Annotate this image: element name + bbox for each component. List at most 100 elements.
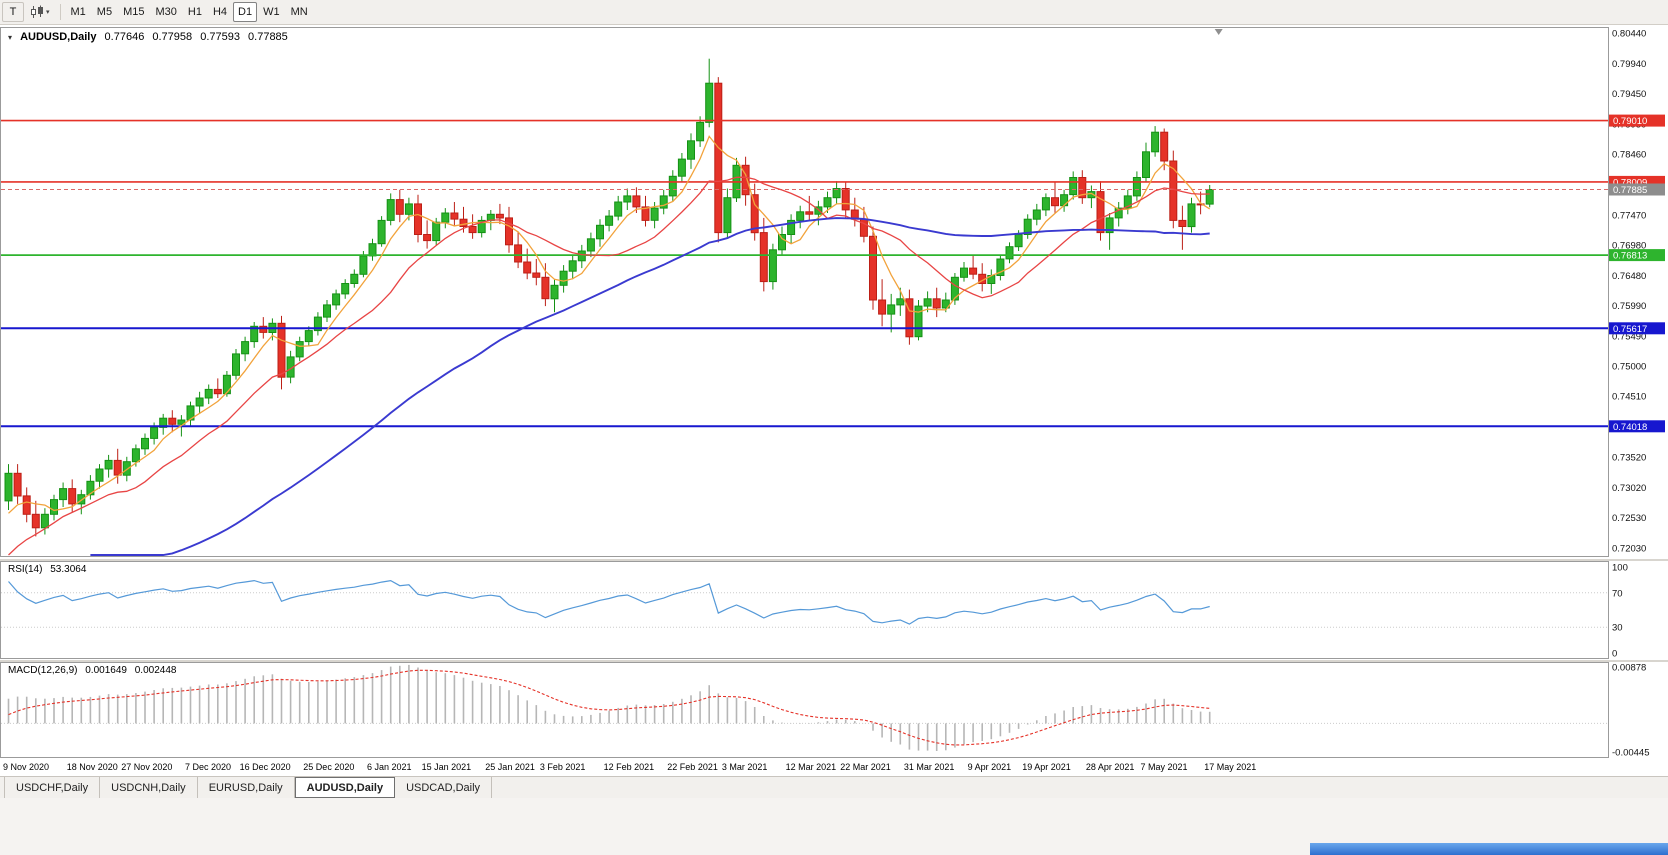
chart-tabs-bar: USDCHF,Daily USDCNH,Daily EURUSD,Daily AUDU… bbox=[0, 776, 1668, 798]
date-label: 9 Apr 2021 bbox=[967, 762, 1012, 772]
macd-plot-border bbox=[0, 662, 1609, 758]
date-label: 19 Apr 2021 bbox=[1022, 762, 1071, 772]
rsi-indicator-label: RSI(14) 53.3064 bbox=[8, 564, 91, 575]
timeframe-button-w1[interactable]: W1 bbox=[258, 2, 285, 22]
date-label: 18 Nov 2020 bbox=[66, 762, 118, 772]
date-label: 9 Nov 2020 bbox=[3, 762, 50, 772]
chart-style-button[interactable]: ▾ bbox=[25, 2, 55, 22]
svg-text:0.74018: 0.74018 bbox=[1613, 422, 1647, 433]
taskbar-highlight[interactable] bbox=[1310, 843, 1668, 855]
date-label: 31 Mar 2021 bbox=[903, 762, 955, 772]
chart-title: ▾ AUDUSD,Daily 0.77646 0.77958 0.77593 0… bbox=[8, 31, 293, 43]
timeframe-button-d1[interactable]: D1 bbox=[233, 2, 258, 22]
macd-signal-value: 0.002448 bbox=[134, 665, 177, 676]
horizontal-level-lines[interactable] bbox=[1, 119, 1608, 428]
macd-indicator-label: MACD(12,26,9) 0.001649 0.002448 bbox=[8, 665, 181, 676]
rsi-axis-label: 30 bbox=[1612, 623, 1623, 634]
chart-tab-usdcad[interactable]: USDCAD,Daily bbox=[395, 777, 493, 798]
svg-text:0.79010: 0.79010 bbox=[1613, 116, 1647, 127]
price-axis-label: 0.78460 bbox=[1612, 150, 1646, 161]
timeframe-button-mn[interactable]: MN bbox=[286, 2, 313, 22]
text-tool-button[interactable]: T bbox=[2, 2, 24, 22]
timeframe-button-m5[interactable]: M5 bbox=[92, 2, 117, 22]
date-label: 12 Mar 2021 bbox=[785, 762, 837, 772]
timeframe-button-m30[interactable]: M30 bbox=[150, 2, 181, 22]
macd-canvas[interactable]: 0.00878 -0.00445 bbox=[0, 662, 1668, 759]
toolbar-separator bbox=[59, 4, 61, 20]
chart-tab-eurusd[interactable]: EURUSD,Daily bbox=[198, 777, 295, 798]
chart-tab-audusd[interactable]: AUDUSD,Daily bbox=[294, 777, 396, 798]
price-axis-label: 0.79450 bbox=[1612, 89, 1646, 100]
chart-tab-label: USDCNH,Daily bbox=[111, 781, 186, 794]
text-tool-label: T bbox=[9, 6, 17, 18]
price-tag: 0.76813 bbox=[1609, 249, 1665, 262]
price-tag: 0.75617 bbox=[1609, 322, 1665, 335]
ohlc-low-value: 0.77593 bbox=[200, 31, 240, 43]
chart-symbol-label: AUDUSD,Daily bbox=[20, 31, 97, 43]
price-axis[interactable]: 0.804400.799400.794500.789500.784600.779… bbox=[1612, 29, 1646, 555]
chart-menu-arrow-icon[interactable]: ▾ bbox=[8, 33, 13, 42]
date-label: 6 Jan 2021 bbox=[367, 762, 412, 772]
timeframe-button-h4[interactable]: H4 bbox=[208, 2, 232, 22]
chart-tab-label: USDCAD,Daily bbox=[406, 781, 481, 794]
date-label: 22 Feb 2021 bbox=[667, 762, 718, 772]
date-label: 7 Dec 2020 bbox=[185, 762, 232, 772]
timeframe-button-m15[interactable]: M15 bbox=[118, 2, 149, 22]
macd-name: MACD(12,26,9) bbox=[8, 665, 78, 676]
toolbar: T ▾ M1 M5 M15 M30 H1 H4 D1 W1 MN bbox=[0, 0, 1668, 25]
price-axis-label: 0.74510 bbox=[1612, 392, 1646, 403]
rsi-panel[interactable]: 100 70 30 0 RSI(14) 53.3064 bbox=[0, 561, 1668, 660]
moving-average-line bbox=[8, 176, 1210, 556]
rsi-canvas[interactable]: 100 70 30 0 bbox=[0, 561, 1668, 660]
svg-text:0.78009: 0.78009 bbox=[1613, 177, 1647, 188]
candlestick-icon bbox=[31, 5, 43, 18]
chart-tab-label: USDCHF,Daily bbox=[16, 781, 89, 794]
price-axis-label: 0.79940 bbox=[1612, 59, 1646, 70]
rsi-name: RSI(14) bbox=[8, 564, 43, 575]
svg-text:0.77885: 0.77885 bbox=[1613, 185, 1647, 196]
rsi-axis-label: 0 bbox=[1612, 649, 1617, 660]
panel-separator[interactable] bbox=[0, 559, 1668, 561]
price-tag: 0.74018 bbox=[1609, 420, 1665, 433]
rsi-axis-label: 100 bbox=[1612, 563, 1628, 574]
svg-text:0.76813: 0.76813 bbox=[1613, 251, 1647, 262]
chevron-down-icon: ▾ bbox=[46, 9, 50, 16]
main-plot-border bbox=[0, 27, 1609, 557]
moving-average-line bbox=[8, 135, 1211, 514]
chart-tab-usdcnh[interactable]: USDCNH,Daily bbox=[100, 777, 198, 798]
panel-separator[interactable] bbox=[0, 660, 1668, 662]
macd-panel[interactable]: 0.00878 -0.00445 MACD(12,26,9) 0.001649 0… bbox=[0, 662, 1668, 759]
price-axis-label: 0.75490 bbox=[1612, 332, 1646, 343]
price-axis-label: 0.75000 bbox=[1612, 362, 1646, 373]
date-label: 22 Mar 2021 bbox=[840, 762, 891, 772]
date-label: 3 Feb 2021 bbox=[539, 762, 586, 772]
svg-text:0.75617: 0.75617 bbox=[1613, 324, 1647, 335]
date-label: 16 Dec 2020 bbox=[239, 762, 291, 772]
date-label: 3 Mar 2021 bbox=[721, 762, 768, 772]
date-label: 28 Apr 2021 bbox=[1085, 762, 1135, 772]
main-chart-panel[interactable]: 0.804400.799400.794500.789500.784600.779… bbox=[0, 25, 1668, 559]
macd-axis-label: -0.00445 bbox=[1612, 748, 1650, 759]
price-axis-label: 0.77470 bbox=[1612, 210, 1646, 221]
price-tag: 0.79010 bbox=[1609, 114, 1665, 127]
date-axis[interactable]: 9 Nov 2020 18 Nov 2020 27 Nov 2020 7 Dec 20… bbox=[0, 759, 1668, 776]
timeframe-button-h1[interactable]: H1 bbox=[183, 2, 207, 22]
macd-signal-line bbox=[8, 669, 1210, 746]
ohlc-high-value: 0.77958 bbox=[152, 31, 193, 43]
price-axis-label: 0.75990 bbox=[1612, 301, 1646, 312]
main-chart-canvas[interactable]: 0.804400.799400.794500.789500.784600.779… bbox=[0, 25, 1668, 559]
rsi-value: 53.3064 bbox=[50, 564, 87, 575]
timeframe-button-m1[interactable]: M1 bbox=[66, 2, 91, 22]
price-tag: 0.77885 bbox=[1609, 183, 1665, 196]
date-label: 25 Dec 2020 bbox=[303, 762, 355, 772]
macd-axis-label: 0.00878 bbox=[1612, 663, 1646, 674]
price-axis-label: 0.76480 bbox=[1612, 271, 1646, 282]
price-axis-label: 0.72030 bbox=[1612, 544, 1646, 555]
chart-tab-usdchf[interactable]: USDCHF,Daily bbox=[4, 777, 101, 798]
chart-tab-label: EURUSD,Daily bbox=[208, 781, 283, 794]
macd-main-value: 0.001649 bbox=[85, 665, 127, 676]
date-label: 17 May 2021 bbox=[1204, 762, 1257, 772]
moving-average-lines bbox=[8, 135, 1211, 556]
rsi-axis-label: 70 bbox=[1612, 588, 1623, 599]
